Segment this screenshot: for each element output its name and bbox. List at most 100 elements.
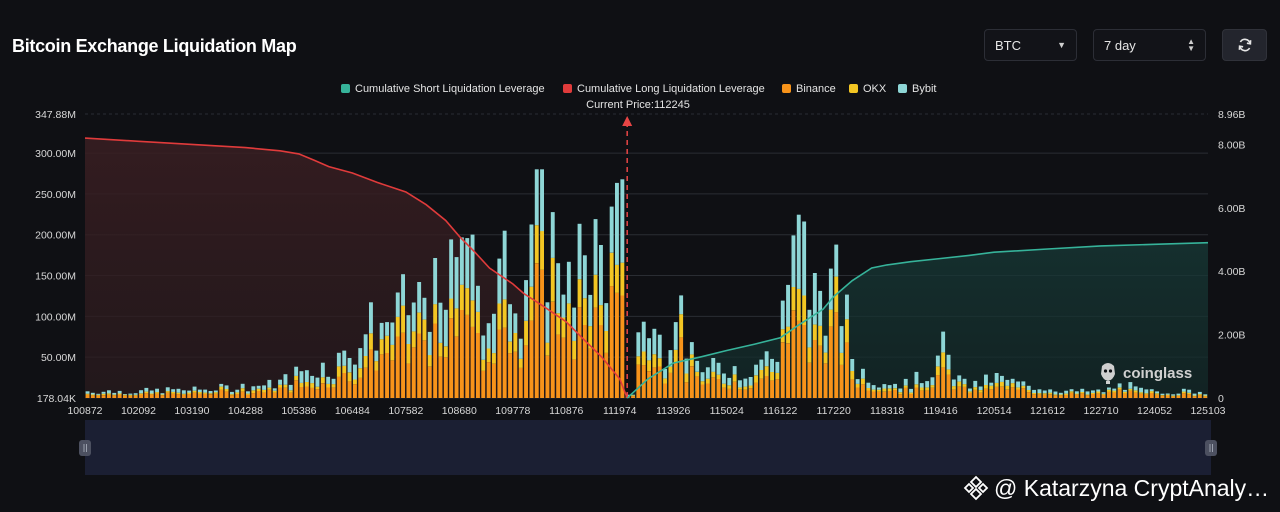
bybit-bar-segment: [631, 394, 635, 396]
binance-bar-segment: [1069, 392, 1074, 398]
okx-bar-segment: [727, 385, 732, 389]
okx-bar-segment: [631, 395, 635, 396]
zoom-left-handle[interactable]: [79, 440, 91, 456]
timeframe-select[interactable]: 7 day ▲ ▼: [1093, 29, 1206, 61]
binance-bar-segment: [861, 384, 865, 398]
bybit-bar-segment: [443, 309, 448, 347]
binance-bar-segment: [850, 379, 855, 398]
binance-bar-segment: [877, 391, 881, 398]
bybit-bar-segment: [1128, 382, 1133, 389]
binance-bar-segment: [160, 395, 165, 398]
bybit-bar-segment: [465, 238, 470, 289]
symbol-select[interactable]: BTC ▼: [984, 29, 1077, 61]
binance-bar-segment: [128, 395, 133, 398]
bybit-bar-segment: [652, 328, 657, 355]
okx-bar-segment: [1016, 387, 1020, 390]
zoom-right-handle[interactable]: [1205, 440, 1217, 456]
binance-bar-segment: [438, 356, 443, 398]
binance-bar-segment: [96, 395, 101, 398]
okx-bar-segment: [1037, 393, 1042, 395]
bybit-bar-segment: [187, 390, 192, 393]
okx-bar-segment: [615, 264, 619, 293]
bybit-bar-segment: [278, 379, 282, 385]
bybit-bar-segment: [1091, 390, 1095, 393]
zoom-range-track[interactable]: [85, 420, 1211, 475]
okx-bar-segment: [871, 389, 876, 392]
binance-bar-segment: [903, 387, 908, 398]
okx-bar-segment: [385, 335, 389, 353]
legend-short-item[interactable]: Cumulative Short Liquidation Leverage: [341, 83, 545, 95]
okx-bar-segment: [1021, 385, 1026, 389]
bybit-bar-segment: [561, 294, 566, 318]
okx-bar-segment: [123, 394, 127, 396]
okx-bar-segment: [705, 378, 710, 384]
x-tick-label: 103190: [174, 405, 209, 417]
binance-bar-segment: [631, 396, 635, 398]
okx-bar-segment: [946, 369, 951, 375]
refresh-icon: [1238, 38, 1251, 52]
bybit-bar-segment: [283, 374, 288, 385]
bybit-bar-segment: [989, 382, 994, 386]
okx-bar-segment: [748, 385, 753, 389]
okx-bar-segment: [1042, 393, 1047, 395]
okx-bar-segment: [957, 381, 962, 387]
okx-bar-segment: [112, 394, 117, 396]
okx-bar-segment: [679, 314, 684, 338]
okx-bar-segment: [283, 384, 288, 388]
legend-binance-item[interactable]: Binance: [782, 83, 836, 95]
bybit-bar-segment: [240, 383, 245, 389]
bybit-bar-segment: [1069, 389, 1074, 392]
bybit-bar-segment: [326, 376, 331, 384]
bybit-bar-segment: [422, 297, 427, 320]
refresh-button[interactable]: [1222, 29, 1267, 61]
bybit-bar-segment: [363, 334, 368, 356]
bybit-bar-segment: [1176, 393, 1181, 396]
legend-long-item[interactable]: Cumulative Long Liquidation Leverage: [563, 83, 765, 95]
binance-bar-segment: [855, 387, 860, 398]
y-left-tick-label: 300.00M: [35, 148, 76, 160]
bybit-bar-segment: [1133, 386, 1138, 391]
okx-bar-segment: [187, 392, 192, 394]
binance-bar-segment: [1091, 394, 1095, 398]
bybit-bar-segment: [90, 392, 95, 395]
okx-bar-segment: [171, 391, 176, 394]
okx-bar-segment: [443, 346, 448, 358]
bybit-bar-segment: [1032, 389, 1036, 393]
okx-bar-segment: [107, 393, 111, 395]
binance-bar-segment: [620, 295, 625, 398]
okx-bar-segment: [160, 394, 165, 396]
bybit-bar-segment: [663, 368, 667, 379]
legend-bybit-label: Bybit: [912, 83, 936, 95]
bybit-bar-segment: [176, 388, 181, 393]
okx-bar-segment: [165, 391, 170, 393]
binance-bar-segment: [454, 336, 459, 398]
binance-bar-segment: [171, 393, 176, 398]
bybit-bar-segment: [385, 322, 389, 336]
legend-bybit-item[interactable]: Bybit: [898, 83, 936, 95]
y-left-tick-label: 100.00M: [35, 311, 76, 323]
legend-binance-label: Binance: [796, 83, 836, 95]
bybit-bar-segment: [342, 350, 347, 366]
okx-bar-segment: [770, 372, 774, 381]
bybit-bar-segment: [369, 302, 373, 334]
okx-bar-segment: [775, 372, 780, 380]
okx-bar-segment: [395, 316, 400, 337]
okx-bar-segment: [513, 333, 518, 352]
bybit-bar-segment: [791, 235, 796, 287]
binance-bar-segment: [459, 310, 464, 398]
legend-okx-item[interactable]: OKX: [849, 83, 887, 95]
okx-bar-segment: [1080, 391, 1085, 394]
bybit-bar-segment: [427, 331, 432, 356]
binance-bar-segment: [1053, 395, 1058, 398]
okx-bar-segment: [144, 391, 149, 394]
okx-bar-segment: [422, 319, 427, 341]
bybit-bar-segment: [1101, 392, 1106, 394]
binance-bar-segment: [315, 389, 320, 398]
binance-bar-segment: [1085, 395, 1090, 398]
binance-bar-segment: [705, 383, 710, 398]
binance-bar-segment: [208, 394, 213, 398]
okx-bar-segment: [668, 366, 673, 373]
okx-bar-segment: [117, 393, 122, 395]
binance-bar-segment: [502, 327, 507, 398]
binance-bar-segment: [213, 393, 218, 398]
